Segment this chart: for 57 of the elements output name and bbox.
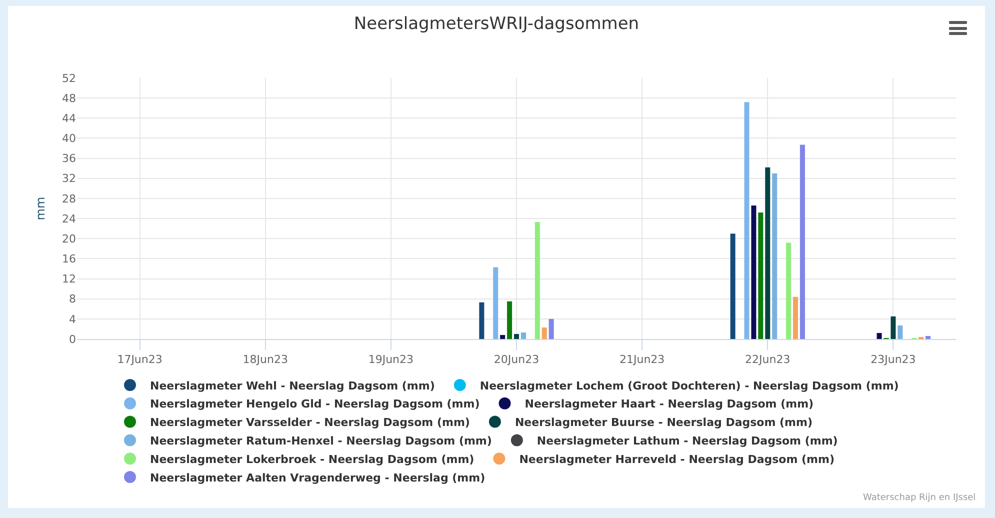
bar: [534, 222, 540, 339]
y-tick-label: 40: [62, 132, 76, 146]
y-tick-label: 48: [62, 92, 76, 105]
bar: [730, 234, 736, 339]
y-tick-label: 8: [69, 292, 76, 306]
x-tick-label: 22Jun23: [745, 353, 790, 366]
x-tick-label: 23Jun23: [870, 353, 916, 366]
legend-label: Neerslagmeter Lathum - Neerslag Dagsom (mm): [536, 434, 838, 448]
bar: [479, 302, 484, 339]
bar: [507, 301, 512, 339]
legend-label: Neerslagmeter Haart - Neerslag Dagsom (mm): [524, 398, 814, 411]
legend-label: Neerslagmeter Buurse - Neerslag Dagsom (mm): [514, 416, 813, 430]
bar: [890, 316, 896, 339]
legend-label: Neerslagmeter Lochem (Groot Dochteren) - Neerslag Dagsom (mm): [480, 379, 899, 392]
chart-title: NeerslagmetersWRIJ-dagsommen: [354, 14, 640, 34]
legend-label: Neerslagmeter Lokerbroek - Neerslag Dagsom (mm): [150, 452, 474, 466]
y-tick-label: 36: [62, 152, 76, 166]
y-tick-label: 44: [62, 112, 76, 125]
y-tick-label: 12: [62, 272, 76, 286]
legend-label: Neerslagmeter Aalten Vragenderweg - Neerslag (mm): [150, 471, 486, 484]
legend-label: Neerslagmeter Ratum-Henxel - Neerslag Dagsom (mm): [150, 434, 492, 448]
legend-label: Neerslagmeter Harreveld - Neerslag Dagsom (mm): [519, 452, 835, 466]
bar: [926, 336, 931, 339]
bar: [876, 332, 882, 339]
bar: [514, 334, 520, 339]
legend-label: Neerslagmeter Varsselder - Neerslag Dagsom (mm): [150, 416, 470, 430]
bar: [500, 334, 506, 339]
x-tick-label: 18Jun23: [242, 353, 288, 366]
bar: [786, 242, 792, 339]
bar: [765, 167, 770, 339]
y-tick-label: 20: [62, 232, 76, 246]
bar: [758, 212, 764, 339]
y-axis-title: mm: [33, 196, 48, 220]
x-tick-label: 17Jun23: [117, 353, 162, 366]
x-tick-label: 19Jun23: [368, 353, 414, 366]
text: Waterschap Rijn en IJssel: [863, 493, 976, 503]
bar: [493, 267, 498, 339]
bar: [548, 318, 554, 339]
y-tick-label: 32: [62, 172, 76, 186]
legend-label: Neerslagmeter Wehl - Neerslag Dagsom (mm): [150, 379, 435, 392]
legend-label: Neerslagmeter Hengelo Gld - Neerslag Dagsom (mm): [150, 398, 480, 411]
bar: [792, 296, 798, 339]
bar: [520, 332, 526, 339]
y-tick-label: 0: [69, 332, 76, 346]
bar: [898, 325, 903, 339]
bar: [751, 205, 756, 339]
bar: [744, 102, 750, 339]
y-tick-label: 28: [62, 192, 76, 206]
y-tick-label: 16: [62, 252, 76, 266]
y-tick-label: 4: [69, 312, 76, 326]
y-tick-label: 52: [62, 72, 76, 85]
x-tick-label: 20Jun23: [494, 353, 540, 366]
bar: [542, 327, 547, 339]
y-tick-label: 24: [62, 212, 76, 226]
bar: [772, 173, 778, 339]
x-tick-label: 21Jun23: [619, 353, 665, 366]
bar: [800, 144, 805, 339]
